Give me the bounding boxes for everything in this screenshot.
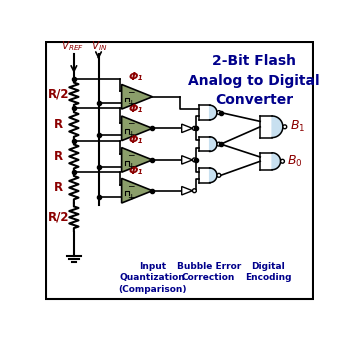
Text: +: + — [127, 193, 134, 202]
Text: R: R — [54, 181, 63, 194]
Circle shape — [281, 159, 285, 163]
Text: Digital
Encoding: Digital Encoding — [245, 262, 291, 283]
Text: R/2: R/2 — [48, 87, 69, 100]
Polygon shape — [122, 84, 153, 109]
Polygon shape — [182, 187, 193, 195]
Polygon shape — [272, 116, 283, 138]
Polygon shape — [272, 153, 281, 170]
Polygon shape — [210, 168, 217, 183]
Text: Φ₁: Φ₁ — [128, 135, 143, 145]
Polygon shape — [182, 124, 193, 132]
Text: R: R — [54, 118, 63, 131]
Polygon shape — [210, 105, 217, 120]
Text: R/2: R/2 — [48, 211, 69, 224]
Circle shape — [193, 189, 196, 193]
Text: −: − — [127, 87, 134, 96]
Text: Φ₁: Φ₁ — [128, 72, 143, 82]
Circle shape — [217, 173, 221, 177]
Circle shape — [217, 111, 221, 115]
Text: −: − — [127, 181, 134, 190]
Circle shape — [193, 126, 196, 130]
Text: Bubble Error
Correction: Bubble Error Correction — [176, 262, 241, 283]
Text: Φ₁: Φ₁ — [128, 166, 143, 176]
Polygon shape — [122, 178, 153, 203]
Text: $B_0$: $B_0$ — [287, 154, 303, 169]
Text: $V_{REF}$: $V_{REF}$ — [61, 39, 84, 53]
Text: R: R — [54, 150, 63, 163]
Text: 2-Bit Flash
Analog to Digital
Converter: 2-Bit Flash Analog to Digital Converter — [188, 54, 320, 107]
Circle shape — [283, 125, 287, 129]
Text: +: + — [127, 162, 134, 171]
Circle shape — [193, 158, 196, 162]
Text: −: − — [127, 150, 134, 159]
Text: Input
Quantization
(Comparison): Input Quantization (Comparison) — [118, 262, 187, 293]
Circle shape — [217, 142, 221, 146]
Text: $B_1$: $B_1$ — [290, 119, 305, 134]
Polygon shape — [122, 116, 153, 141]
Polygon shape — [122, 148, 153, 172]
Polygon shape — [182, 156, 193, 164]
Text: +: + — [127, 130, 134, 140]
Text: −: − — [127, 118, 134, 127]
Text: Φ₁: Φ₁ — [128, 104, 143, 114]
Text: +: + — [127, 99, 134, 108]
Text: $V_{IN}$: $V_{IN}$ — [91, 39, 107, 53]
Polygon shape — [210, 137, 217, 151]
